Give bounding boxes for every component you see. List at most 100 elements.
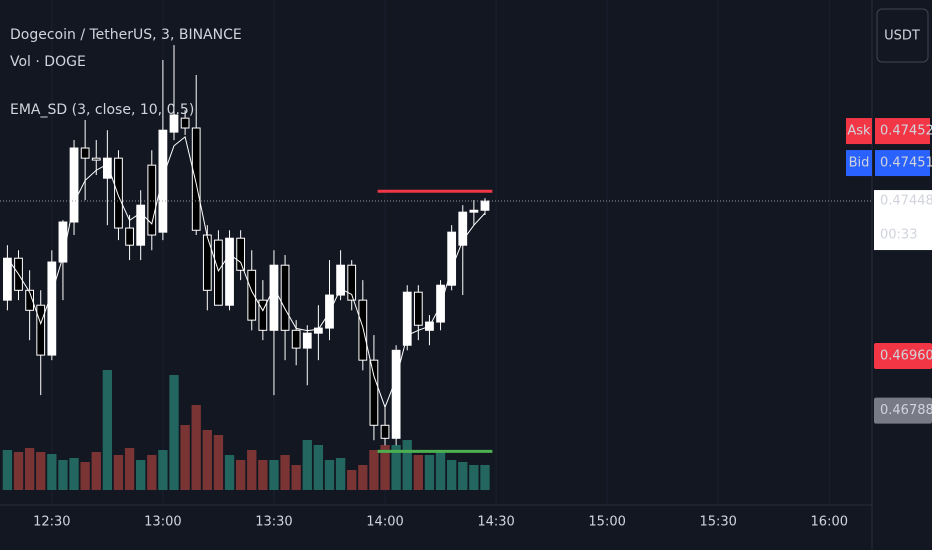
candle-body xyxy=(480,200,490,211)
bid-tag-box xyxy=(846,150,872,177)
volume-bar xyxy=(202,430,212,490)
volume-bar xyxy=(324,460,335,490)
volume-bar xyxy=(424,455,435,490)
volume-bar xyxy=(480,465,490,490)
volume-bar xyxy=(258,460,268,490)
x-tick-label: 14:30 xyxy=(477,515,514,530)
last-price-box xyxy=(874,190,932,251)
candle-body xyxy=(80,147,90,159)
x-tick-label: 15:00 xyxy=(588,515,625,530)
bid-value-box xyxy=(875,150,930,177)
volume-bar xyxy=(391,445,401,490)
volume-bar xyxy=(358,465,368,490)
candle-body xyxy=(158,129,168,233)
x-tick-label: 13:30 xyxy=(255,515,292,530)
candle-body xyxy=(69,147,79,223)
candle-body xyxy=(147,164,157,236)
bid-tag: Bid xyxy=(849,156,870,171)
overlays xyxy=(0,189,872,453)
volume-bar xyxy=(58,460,68,490)
volume xyxy=(2,370,490,490)
volume-bar xyxy=(147,455,157,490)
candle-body xyxy=(313,327,323,334)
candle-body xyxy=(125,227,134,246)
candle-body xyxy=(436,284,445,323)
candle-body xyxy=(291,329,301,349)
ask-value-box xyxy=(875,118,930,145)
ask-tag: Ask xyxy=(847,124,871,139)
candle-body xyxy=(47,261,57,356)
volume-bar xyxy=(335,458,346,490)
level-box xyxy=(874,397,932,424)
ask-tag-box xyxy=(846,118,872,145)
volume-bar xyxy=(180,425,190,490)
candle-body xyxy=(91,157,101,161)
volume-bar xyxy=(213,435,224,490)
candle-body xyxy=(347,264,357,301)
candle-body xyxy=(413,291,423,326)
level-label: 0.46960 xyxy=(880,349,932,364)
last-price-label: 0.47448 xyxy=(880,194,932,209)
chart-title: Dogecoin / TetherUS, 3, BINANCE xyxy=(10,27,242,43)
bid-value: 0.47451 xyxy=(880,156,932,171)
candle-body xyxy=(25,289,35,311)
candle-body xyxy=(369,359,379,426)
level-label: 0.46788 xyxy=(880,403,932,418)
volume-bar xyxy=(158,450,168,490)
volume-bar xyxy=(102,370,113,490)
candle-body xyxy=(280,264,290,331)
candle-body xyxy=(225,237,234,306)
x-tick-label: 13:00 xyxy=(144,515,181,530)
volume-bar xyxy=(380,445,390,490)
x-tick-label: 14:00 xyxy=(366,515,403,530)
candle-body xyxy=(247,269,257,321)
candle-body xyxy=(458,211,468,246)
currency-button[interactable] xyxy=(876,8,929,63)
candle-body xyxy=(302,332,312,349)
volume-bar xyxy=(269,460,279,490)
volume-bar xyxy=(235,460,246,490)
volume-bar xyxy=(69,458,79,490)
level-box xyxy=(874,343,932,370)
candle-body xyxy=(114,157,123,229)
volume-bar xyxy=(91,452,101,490)
candle-body xyxy=(36,304,46,356)
candle-body xyxy=(191,127,201,231)
candle-body xyxy=(358,299,368,361)
volume-bar xyxy=(113,455,124,490)
x-tick-label: 16:00 xyxy=(811,515,848,530)
candle-body xyxy=(136,204,146,246)
volume-bar xyxy=(291,465,301,490)
volume-bar xyxy=(469,465,479,490)
countdown-label: 00:33 xyxy=(880,228,917,243)
volume-bar xyxy=(402,440,412,490)
volume-bar xyxy=(169,375,179,490)
volume-bar xyxy=(280,455,290,490)
volume-bar xyxy=(347,470,357,490)
candle-body xyxy=(214,239,223,306)
candle-body xyxy=(3,257,12,301)
volume-bar xyxy=(313,445,324,490)
candle-body xyxy=(180,117,190,129)
volume-bar xyxy=(302,440,312,490)
candle-body xyxy=(380,424,390,439)
candle-body xyxy=(336,264,345,296)
candle-body xyxy=(202,234,212,291)
candle-body xyxy=(402,291,412,346)
ema-line xyxy=(6,136,486,409)
legend-line: EMA_SD (3, close, 10, 0.5) xyxy=(10,102,194,118)
volume-bar xyxy=(191,405,201,490)
volume-bar xyxy=(435,450,446,490)
volume-bar xyxy=(13,452,24,490)
volume-bar xyxy=(47,454,57,490)
legend-line: Vol · DOGE xyxy=(10,54,86,70)
candle-body xyxy=(169,114,179,133)
volume-bar xyxy=(80,462,90,490)
candle-body xyxy=(469,209,479,213)
price-labels: 0.47448 00:33 Ask 0.47452 Bid 0.47451 0.46960 0… xyxy=(846,118,932,424)
ask-value: 0.47452 xyxy=(880,124,932,139)
currency-label[interactable]: USDT xyxy=(884,29,920,44)
candle-body xyxy=(269,264,279,331)
candle-body xyxy=(102,157,112,179)
